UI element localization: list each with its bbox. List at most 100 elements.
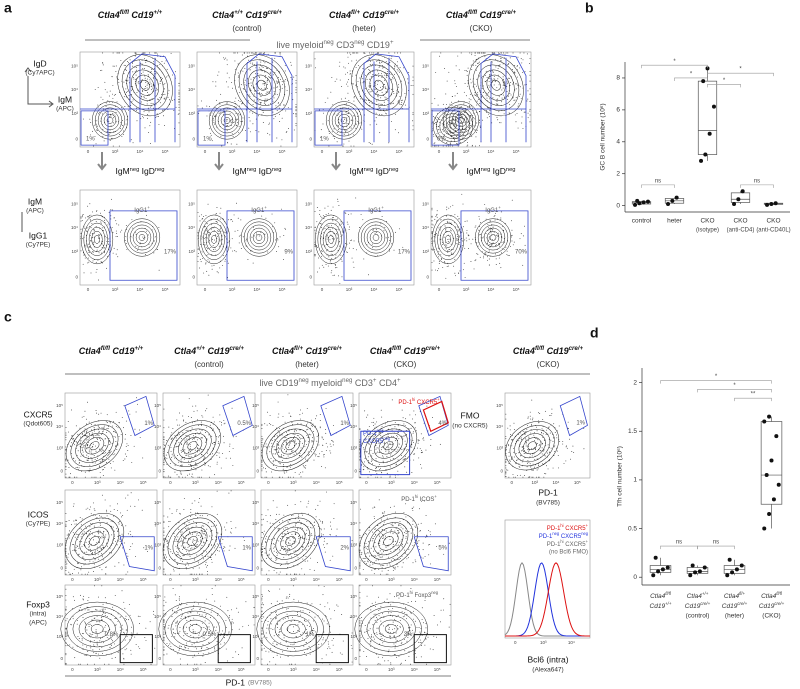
event-dot xyxy=(163,613,165,615)
event-dot xyxy=(522,264,524,266)
event-dot xyxy=(501,60,503,62)
event-dot xyxy=(86,629,88,631)
event-dot xyxy=(432,224,434,226)
event-dot xyxy=(498,242,500,244)
event-dot xyxy=(167,75,169,77)
event-dot xyxy=(130,492,132,494)
x-tick-group: (control) xyxy=(686,613,710,620)
event-dot xyxy=(197,419,198,421)
event-dot xyxy=(454,214,456,216)
event-dot xyxy=(182,555,184,557)
event-dot xyxy=(87,227,89,229)
event-dot xyxy=(509,77,511,79)
event-dot xyxy=(134,55,136,57)
event-dot xyxy=(241,54,243,56)
event-dot xyxy=(74,599,75,601)
event-dot xyxy=(101,433,102,435)
event-dot xyxy=(487,259,488,261)
contour xyxy=(246,224,272,251)
event-dot xyxy=(491,62,493,64)
contour xyxy=(163,420,221,472)
event-dot xyxy=(81,470,82,472)
event-dot xyxy=(476,85,478,87)
event-dot xyxy=(336,234,338,236)
x-tick-label: 10⁴ xyxy=(371,149,378,154)
event-dot xyxy=(156,116,158,118)
x-tick-label: 0 xyxy=(438,287,441,292)
event-dot xyxy=(454,80,456,82)
event-dot xyxy=(116,510,118,512)
event-dot xyxy=(103,559,105,561)
event-dot xyxy=(170,52,172,54)
event-dot xyxy=(99,472,101,473)
event-dot xyxy=(321,251,323,253)
event-dot xyxy=(90,240,91,242)
y-tick-label: 0.5 xyxy=(628,525,637,532)
event-dot xyxy=(230,532,232,534)
event-dot xyxy=(78,460,80,462)
subgate-label-text: IgM xyxy=(232,166,246,176)
event-dot xyxy=(125,420,127,422)
event-dot xyxy=(99,657,101,659)
event-dot xyxy=(135,231,137,233)
event-dot xyxy=(264,84,266,86)
event-dot xyxy=(122,515,124,516)
event-dot xyxy=(200,214,202,216)
event-dot xyxy=(249,62,251,64)
event-dot xyxy=(202,218,204,219)
event-dot xyxy=(372,71,374,73)
event-dot xyxy=(492,97,494,99)
event-dot xyxy=(463,121,465,123)
event-dot xyxy=(176,547,178,549)
event-dot xyxy=(262,83,264,85)
event-dot xyxy=(65,654,67,656)
event-dot xyxy=(340,258,342,260)
event-dot xyxy=(196,523,197,525)
event-dot xyxy=(199,573,201,575)
data-point xyxy=(762,526,767,531)
event-dot xyxy=(203,525,205,527)
event-dot xyxy=(464,247,466,249)
event-dot xyxy=(506,254,508,255)
event-dot xyxy=(503,84,505,86)
event-dot xyxy=(252,63,254,65)
contour xyxy=(366,227,386,248)
event-dot xyxy=(315,67,316,69)
event-dot xyxy=(329,239,331,241)
event-dot xyxy=(508,77,510,79)
event-dot xyxy=(204,244,206,246)
event-dot xyxy=(88,246,90,248)
event-dot xyxy=(326,250,328,252)
event-dot xyxy=(351,239,353,241)
event-dot xyxy=(90,451,92,453)
plot-frame xyxy=(162,489,256,576)
event-dot xyxy=(211,265,213,267)
event-dot xyxy=(199,515,201,516)
panel-label: a xyxy=(4,0,12,16)
contour xyxy=(208,101,246,140)
event-dot xyxy=(69,644,71,646)
event-dot xyxy=(91,543,92,545)
event-dot xyxy=(109,90,111,92)
event-dot xyxy=(169,549,171,551)
event-dot xyxy=(220,605,221,607)
event-dot xyxy=(369,60,371,62)
event-dot xyxy=(196,554,198,556)
contour xyxy=(331,107,357,134)
contour xyxy=(182,531,203,551)
event-dot xyxy=(101,460,103,462)
event-dot xyxy=(200,261,202,263)
event-dot xyxy=(85,434,87,436)
event-dot xyxy=(89,203,91,205)
event-dot xyxy=(439,131,441,133)
event-dot xyxy=(171,513,173,514)
event-dot xyxy=(77,450,79,452)
event-dot xyxy=(91,447,93,449)
event-dot xyxy=(228,549,230,551)
event-dot xyxy=(125,573,127,575)
column-group: (control) xyxy=(194,360,224,369)
event-dot xyxy=(250,89,252,91)
event-dot xyxy=(397,90,399,92)
event-dot xyxy=(88,623,90,625)
event-dot xyxy=(168,548,170,550)
